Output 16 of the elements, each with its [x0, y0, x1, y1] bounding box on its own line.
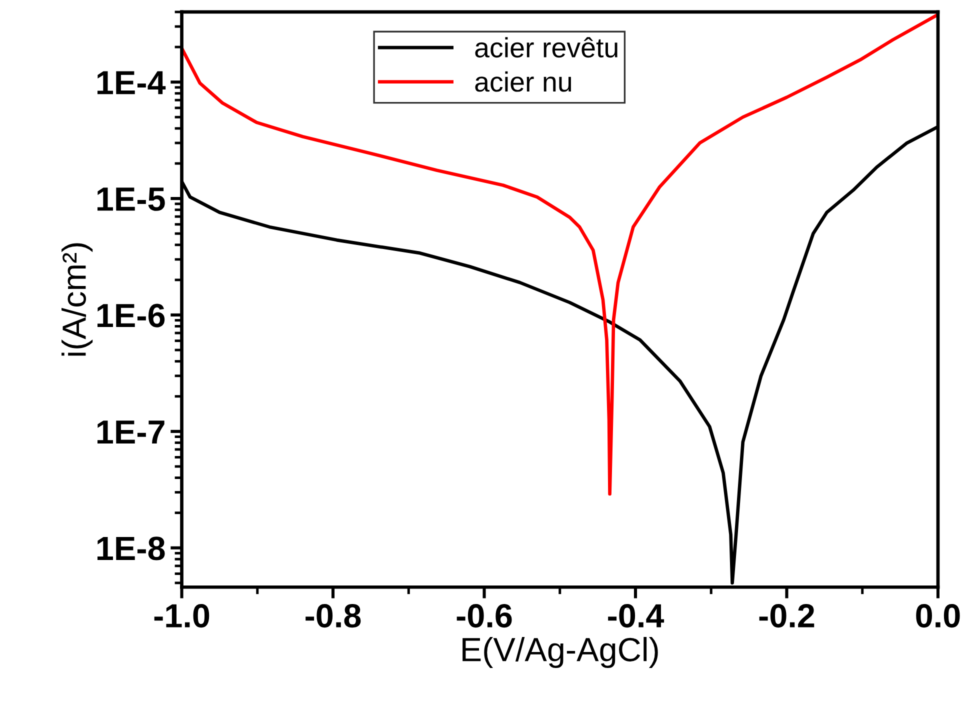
x-axis-title: E(V/Ag-AgCl) [462, 636, 658, 668]
y-tick-label: 1E-7 [97, 420, 164, 444]
legend-label: acier revêtu [475, 37, 618, 58]
y-tick-label: 1E-8 [97, 536, 165, 560]
x-tick-label: -0.2 [759, 604, 814, 628]
x-tick-label: -1.0 [154, 604, 210, 628]
legend-label: acier nu [475, 71, 572, 92]
x-tick-label: -0.4 [608, 604, 664, 628]
x-tick-label: -0.6 [456, 604, 512, 628]
x-tick-label: -0.8 [306, 604, 361, 628]
x-tick-label: 0.0 [916, 604, 960, 628]
y-tick-label: 1E-4 [97, 71, 166, 94]
y-axis-title: i(A/cm²) [62, 243, 93, 356]
y-tick-label: 1E-5 [97, 188, 165, 211]
line-series [182, 12, 938, 496]
y-tick-label: 1E-6 [97, 304, 165, 328]
